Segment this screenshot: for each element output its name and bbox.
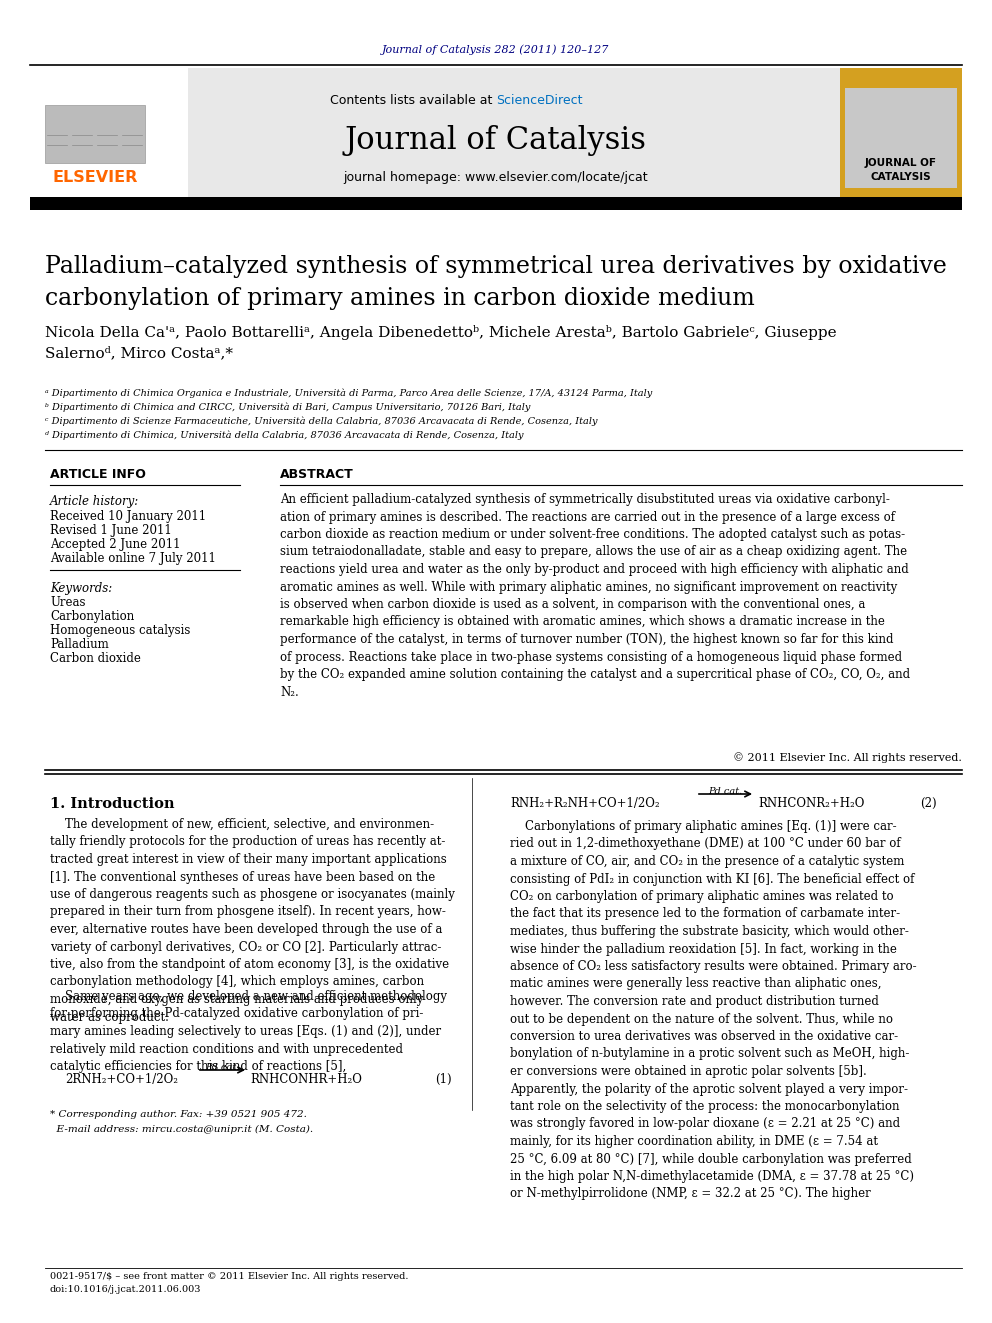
Text: * Corresponding author. Fax: +39 0521 905 472.: * Corresponding author. Fax: +39 0521 90… [50, 1110, 307, 1119]
Text: RNHCONHR+H₂O: RNHCONHR+H₂O [250, 1073, 362, 1086]
Text: Same years ago, we developed a new and efficient methodology
for performing the : Same years ago, we developed a new and e… [50, 990, 447, 1073]
Text: ᶜ Dipartimento di Scienze Farmaceutiche, Università della Calabria, 87036 Arcava: ᶜ Dipartimento di Scienze Farmaceutiche,… [45, 415, 597, 426]
Text: ᵃ Dipartimento di Chimica Organica e Industriale, Università di Parma, Parco Are: ᵃ Dipartimento di Chimica Organica e Ind… [45, 388, 653, 397]
Text: 0021-9517/$ – see front matter © 2011 Elsevier Inc. All rights reserved.
doi:10.: 0021-9517/$ – see front matter © 2011 El… [50, 1271, 409, 1294]
Text: JOURNAL OF
CATALYSIS: JOURNAL OF CATALYSIS [865, 157, 937, 183]
Text: Carbon dioxide: Carbon dioxide [50, 652, 141, 665]
Bar [30, 67, 188, 198]
Text: Journal of Catalysis: Journal of Catalysis [345, 124, 647, 156]
Bar [30, 67, 962, 198]
Text: RNHCONR₂+H₂O: RNHCONR₂+H₂O [758, 796, 864, 810]
Text: ᵈ Dipartimento di Chimica, Università della Calabria, 87036 Arcavacata di Rende,: ᵈ Dipartimento di Chimica, Università de… [45, 430, 524, 439]
Text: ScienceDirect: ScienceDirect [496, 94, 582, 106]
Text: Revised 1 June 2011: Revised 1 June 2011 [50, 524, 172, 537]
Text: Available online 7 July 2011: Available online 7 July 2011 [50, 552, 216, 565]
Text: © 2011 Elsevier Inc. All rights reserved.: © 2011 Elsevier Inc. All rights reserved… [733, 751, 962, 763]
Text: Pd cat.: Pd cat. [708, 787, 742, 796]
Text: (1): (1) [435, 1073, 451, 1086]
Text: Journal of Catalysis 282 (2011) 120–127: Journal of Catalysis 282 (2011) 120–127 [382, 45, 610, 56]
Text: ᵇ Dipartimento di Chimica and CIRCC, Università di Bari, Campus Universitario, 7: ᵇ Dipartimento di Chimica and CIRCC, Uni… [45, 402, 531, 411]
Text: Carbonylation: Carbonylation [50, 610, 134, 623]
Text: Nicola Della Ca'ᵃ, Paolo Bottarelliᵃ, Angela Dibenedettoᵇ, Michele Arestaᵇ, Bart: Nicola Della Ca'ᵃ, Paolo Bottarelliᵃ, An… [45, 325, 836, 361]
Text: ARTICLE INFO: ARTICLE INFO [50, 468, 146, 482]
Text: Ureas: Ureas [50, 595, 85, 609]
Bar [30, 197, 962, 210]
Text: An efficient palladium-catalyzed synthesis of symmetrically disubstituted ureas : An efficient palladium-catalyzed synthes… [280, 493, 910, 699]
Text: Article history:: Article history: [50, 495, 139, 508]
Text: ABSTRACT: ABSTRACT [280, 468, 354, 482]
Text: 2RNH₂+CO+1/2O₂: 2RNH₂+CO+1/2O₂ [65, 1073, 178, 1086]
Text: RNH₂+R₂NH+CO+1/2O₂: RNH₂+R₂NH+CO+1/2O₂ [510, 796, 660, 810]
Text: journal homepage: www.elsevier.com/locate/jcat: journal homepage: www.elsevier.com/locat… [343, 171, 649, 184]
Text: (2): (2) [920, 796, 936, 810]
Bar [45, 105, 145, 163]
Text: 1. Introduction: 1. Introduction [50, 796, 175, 811]
Text: Palladium–catalyzed synthesis of symmetrical urea derivatives by oxidative
carbo: Palladium–catalyzed synthesis of symmetr… [45, 255, 947, 310]
Text: The development of new, efficient, selective, and environmen-
tally friendly pro: The development of new, efficient, selec… [50, 818, 455, 1024]
Bar [845, 89, 957, 188]
Text: Accepted 2 June 2011: Accepted 2 June 2011 [50, 538, 181, 550]
Bar [840, 67, 962, 198]
Text: Contents lists available at: Contents lists available at [329, 94, 496, 106]
Text: Received 10 January 2011: Received 10 January 2011 [50, 509, 206, 523]
Text: Pd cat.: Pd cat. [205, 1062, 239, 1072]
Text: Keywords:: Keywords: [50, 582, 112, 595]
Text: Palladium: Palladium [50, 638, 109, 651]
Text: Carbonylations of primary aliphatic amines [Eq. (1)] were car-
ried out in 1,2-d: Carbonylations of primary aliphatic amin… [510, 820, 917, 1200]
Text: Homogeneous catalysis: Homogeneous catalysis [50, 624, 190, 636]
Text: E-mail address: mircu.costa@unipr.it (M. Costa).: E-mail address: mircu.costa@unipr.it (M.… [50, 1125, 313, 1134]
Text: ELSEVIER: ELSEVIER [52, 171, 137, 185]
